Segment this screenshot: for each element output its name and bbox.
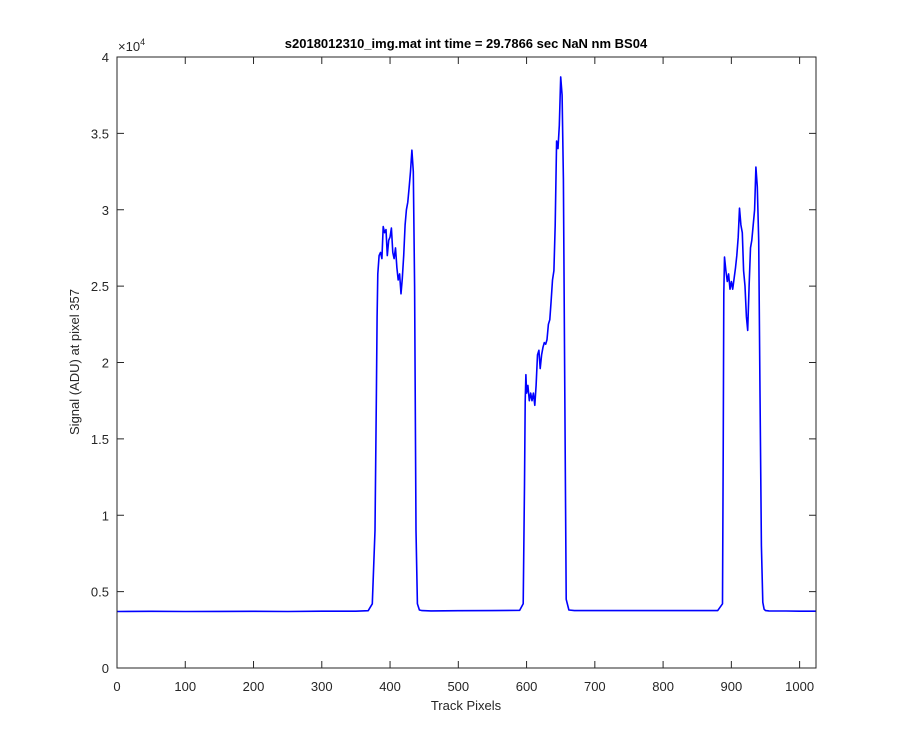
ticks-layer: 0 100 200 300 400 500 600 700 800 900 1000 0 0.5 1 1.5… — [91, 50, 816, 694]
data-layer — [116, 76, 816, 613]
y-tick-label: 0 — [102, 661, 109, 676]
x-tick-label: 800 — [652, 679, 674, 694]
x-axis-label: Track Pixels — [431, 698, 502, 713]
y-exponent-power: 4 — [140, 37, 145, 47]
y-tick-label: 2 — [102, 356, 109, 371]
y-tick-label: 3.5 — [91, 126, 109, 141]
x-tick-label: 300 — [311, 679, 333, 694]
y-tick-label: 0.5 — [91, 585, 109, 600]
y-tick-label: 3 — [102, 203, 109, 218]
y-tick-label: 4 — [102, 50, 109, 65]
plot-area — [117, 57, 816, 668]
x-tick-label: 100 — [174, 679, 196, 694]
y-axis-label: Signal (ADU) at pixel 357 — [67, 289, 82, 435]
series-line — [116, 76, 816, 613]
x-tick-label: 1000 — [785, 679, 814, 694]
y-exponent-base: ×10 — [118, 39, 140, 54]
x-tick-label: 900 — [721, 679, 743, 694]
y-tick-label: 1.5 — [91, 432, 109, 447]
chart-title: s2018012310_img.mat int time = 29.7866 s… — [285, 36, 648, 51]
y-exponent-label: ×104 — [118, 37, 145, 54]
x-tick-label: 500 — [447, 679, 469, 694]
y-tick-label: 1 — [102, 508, 109, 523]
axes-box — [116, 56, 817, 669]
x-tick-label: 600 — [516, 679, 538, 694]
x-tick-label: 400 — [379, 679, 401, 694]
x-tick-label: 700 — [584, 679, 606, 694]
x-tick-label: 200 — [243, 679, 265, 694]
y-tick-label: 2.5 — [91, 279, 109, 294]
x-tick-label: 0 — [113, 679, 120, 694]
